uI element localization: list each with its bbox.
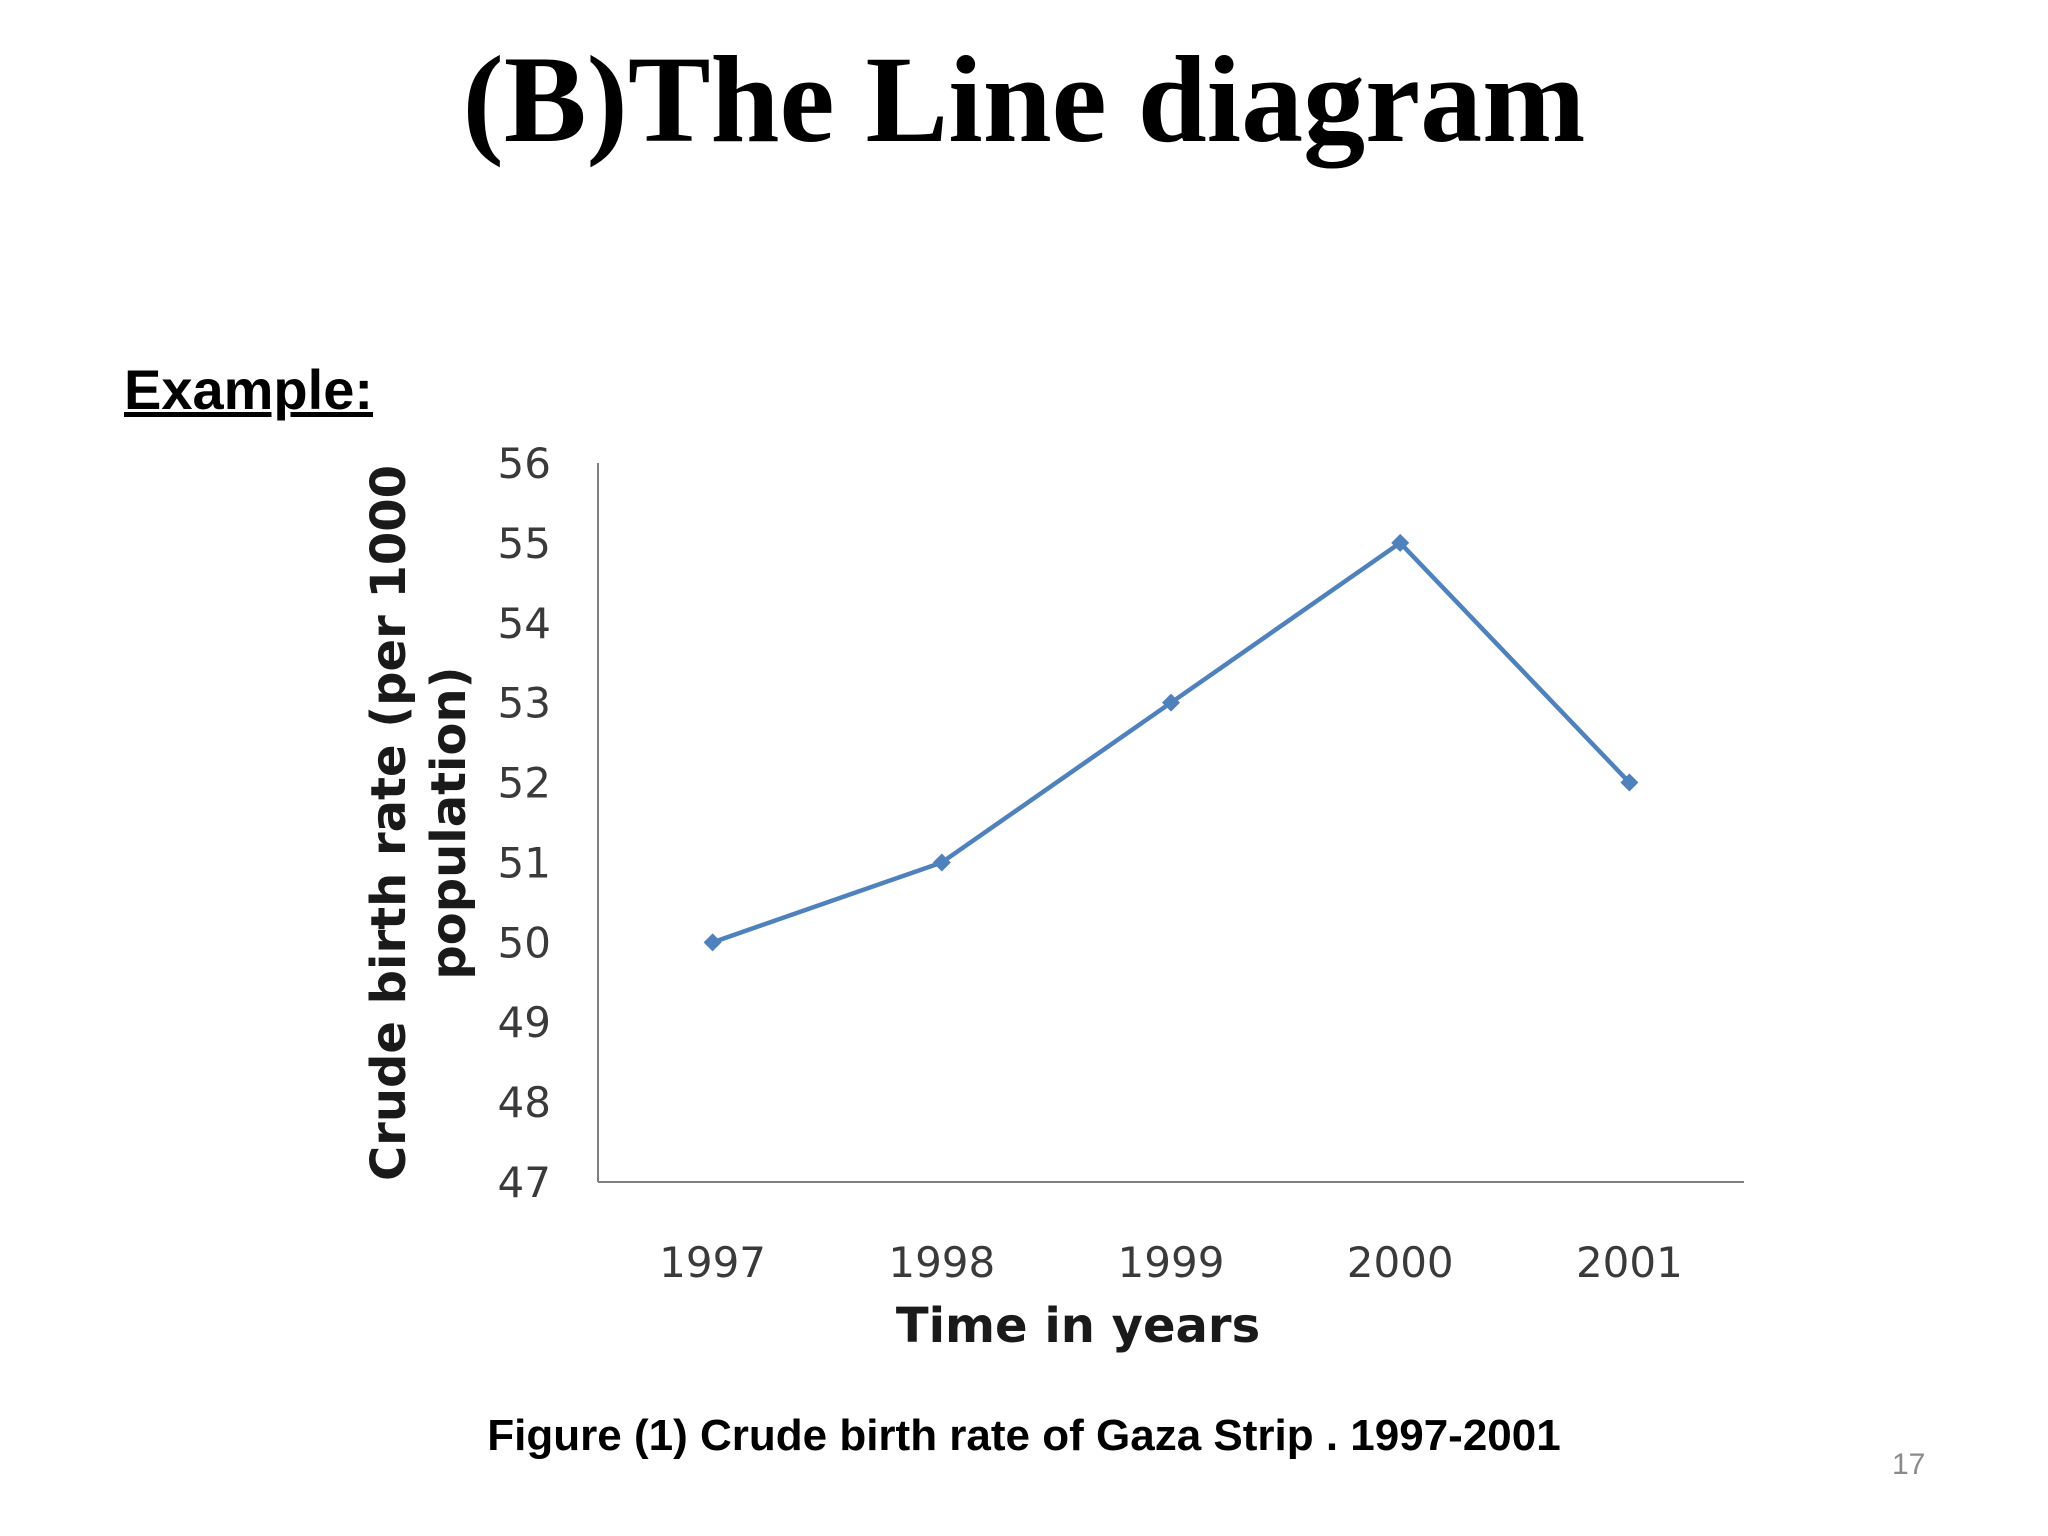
figure-caption: Figure (1) Crude birth rate of Gaza Stri…: [487, 1411, 1561, 1460]
x-axis-title: Time in years: [896, 1298, 1260, 1354]
y-tick-label: 54: [498, 599, 551, 648]
x-tick-label: 2000: [1347, 1238, 1454, 1287]
slide-title: (B)The Line diagram: [462, 31, 1586, 168]
data-point-marker: [1162, 693, 1180, 712]
y-tick-label: 55: [498, 519, 551, 568]
y-tick-label: 51: [498, 838, 551, 887]
y-tick-label: 47: [498, 1158, 551, 1207]
data-point-marker: [1391, 533, 1410, 552]
x-tick-label: 1997: [659, 1238, 766, 1287]
y-tick-label: 48: [498, 1078, 551, 1127]
data-point-marker: [1620, 773, 1639, 792]
y-tick-labels: 47 48 49 50 51 52 53 54 55 56: [498, 439, 551, 1207]
y-axis-title: Crude birth rate (per 1000 population): [361, 465, 477, 1181]
y-tick-label: 49: [498, 998, 551, 1047]
series-line: [711, 540, 1632, 945]
example-label: Example:: [124, 358, 373, 421]
y-tick-label: 52: [498, 759, 551, 808]
data-point-marker: [932, 853, 951, 872]
data-point-marker: [703, 933, 722, 952]
y-tick-label: 50: [498, 918, 551, 967]
x-tick-label: 1998: [888, 1238, 995, 1287]
series-group: [703, 533, 1639, 952]
y-tick-label: 53: [498, 679, 551, 728]
y-axis-title-line-1: Crude birth rate (per 1000: [361, 465, 417, 1181]
x-tick-label: 1999: [1118, 1238, 1225, 1287]
x-tick-labels: 1997 1998 1999 2000 2001: [659, 1238, 1683, 1287]
x-tick-label: 2001: [1576, 1238, 1683, 1287]
page-number: 17: [1892, 1448, 1926, 1481]
y-tick-label: 56: [498, 439, 551, 488]
y-axis-title-line-2: population): [421, 666, 477, 979]
